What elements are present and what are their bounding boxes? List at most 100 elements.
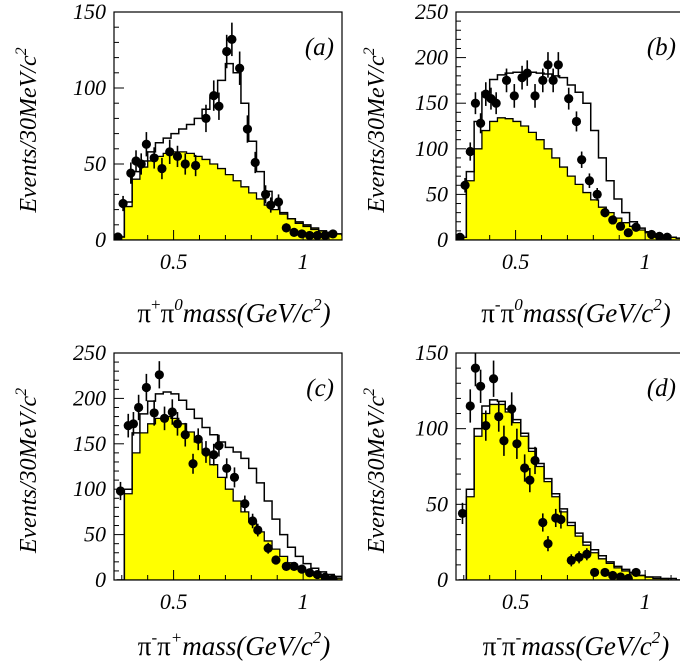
data-point xyxy=(157,163,167,174)
data-point xyxy=(297,564,307,574)
data-point xyxy=(566,555,576,565)
plot-frame xyxy=(113,11,343,241)
y-tick-label: 0 xyxy=(95,227,106,252)
x-label-sup: - xyxy=(495,295,501,314)
data-point xyxy=(281,223,291,233)
data-point xyxy=(512,439,522,449)
plot-area xyxy=(457,353,680,580)
filled-histogram xyxy=(458,403,680,580)
data-point xyxy=(229,472,240,482)
y-axis-label-sup: 2 xyxy=(13,388,30,396)
x-label-sup: + xyxy=(151,295,161,314)
data-point xyxy=(499,436,509,446)
data-point xyxy=(167,407,177,417)
y-tick-label: 0 xyxy=(437,227,448,252)
data-point xyxy=(571,116,582,127)
y-axis-label-text: Events/30MeV/c xyxy=(16,55,42,214)
data-point xyxy=(584,176,595,186)
data-point xyxy=(242,124,253,134)
x-axis-label: π-π0mass(GeV/c2) xyxy=(481,295,670,328)
y-tick-label: 250 xyxy=(415,0,448,24)
data-point xyxy=(281,561,291,571)
data-point xyxy=(470,363,481,373)
x-tick-label: 1 xyxy=(640,249,651,274)
x-label-sup: 2 xyxy=(313,628,322,647)
x-label-pi: π xyxy=(483,631,497,661)
panel-label: (c) xyxy=(306,375,334,402)
panel-label: (b) xyxy=(647,34,676,61)
y-tick-label: 0 xyxy=(95,567,106,592)
y-axis-label-text: Events/30MeV/c xyxy=(364,55,390,214)
y-axis-label: Events/30MeV/c2 xyxy=(13,388,42,554)
data-point xyxy=(592,189,602,199)
x-label-sup: 0 xyxy=(514,295,523,314)
data-point xyxy=(501,75,512,85)
data-point xyxy=(328,229,338,239)
data-point xyxy=(530,455,540,466)
y-axis-label-sup: 2 xyxy=(361,388,378,396)
data-point xyxy=(582,549,592,559)
y-tick-label: 50 xyxy=(426,491,448,516)
data-point xyxy=(538,75,548,85)
y-tick-label: 50 xyxy=(426,181,448,206)
x-axis-label: π-π-mass(GeV/c2) xyxy=(483,628,670,661)
plot-frame xyxy=(455,352,680,581)
x-label-text: mass(GeV/c xyxy=(182,631,312,661)
x-axis-label: π+π0mass(GeV/c2) xyxy=(137,295,330,328)
plot-frame xyxy=(113,352,343,581)
data-point xyxy=(180,430,190,440)
x-tick-label: 0.5 xyxy=(502,249,530,274)
total-histogram xyxy=(115,62,342,240)
x-tick-label: 0.5 xyxy=(160,249,188,274)
filled-histogram xyxy=(457,117,680,240)
data-point xyxy=(159,413,170,423)
data-point xyxy=(574,552,584,562)
data-point xyxy=(141,382,151,393)
x-axis-label: π-π+mass(GeV/c2) xyxy=(138,628,330,661)
data-point xyxy=(494,411,504,422)
data-point xyxy=(180,159,190,169)
data-point xyxy=(305,230,315,240)
data-point xyxy=(250,157,260,168)
data-point xyxy=(491,98,501,108)
data-point xyxy=(538,517,548,528)
data-point xyxy=(188,459,198,469)
y-tick-label: 100 xyxy=(73,75,106,100)
data-point xyxy=(456,232,465,240)
data-point xyxy=(214,441,224,451)
data-point xyxy=(193,434,203,444)
filled-histogram xyxy=(115,151,342,240)
y-axis-label: Events/30MeV/c2 xyxy=(361,388,390,554)
data-point xyxy=(320,572,330,580)
x-tick-label: 1 xyxy=(298,589,309,614)
x-label-pi: π xyxy=(501,298,515,328)
data-point xyxy=(263,543,273,553)
x-label-pi: π xyxy=(161,298,175,328)
data-point xyxy=(509,91,519,101)
data-point xyxy=(465,401,475,411)
data-point xyxy=(600,208,610,218)
filled-histogram xyxy=(116,415,342,580)
data-point xyxy=(328,574,338,580)
data-point xyxy=(154,370,164,380)
data-point xyxy=(201,447,211,457)
data-point xyxy=(227,34,237,44)
total-histogram xyxy=(458,399,680,580)
y-tick-label: 50 xyxy=(84,522,106,547)
x-label-text: mass(GeV/c xyxy=(183,298,313,328)
y-axis-label: Events/30MeV/c2 xyxy=(361,47,390,213)
data-point xyxy=(235,63,245,73)
x-tick-label: 1 xyxy=(298,249,309,274)
data-point xyxy=(253,525,263,535)
x-label-sup: 2 xyxy=(652,628,661,647)
x-label-sup: 2 xyxy=(313,295,322,314)
y-tick-label: 200 xyxy=(415,45,448,70)
data-point xyxy=(600,567,610,578)
data-point xyxy=(608,215,618,225)
x-label-text: mass(GeV/c xyxy=(521,631,651,661)
data-point xyxy=(209,91,219,101)
